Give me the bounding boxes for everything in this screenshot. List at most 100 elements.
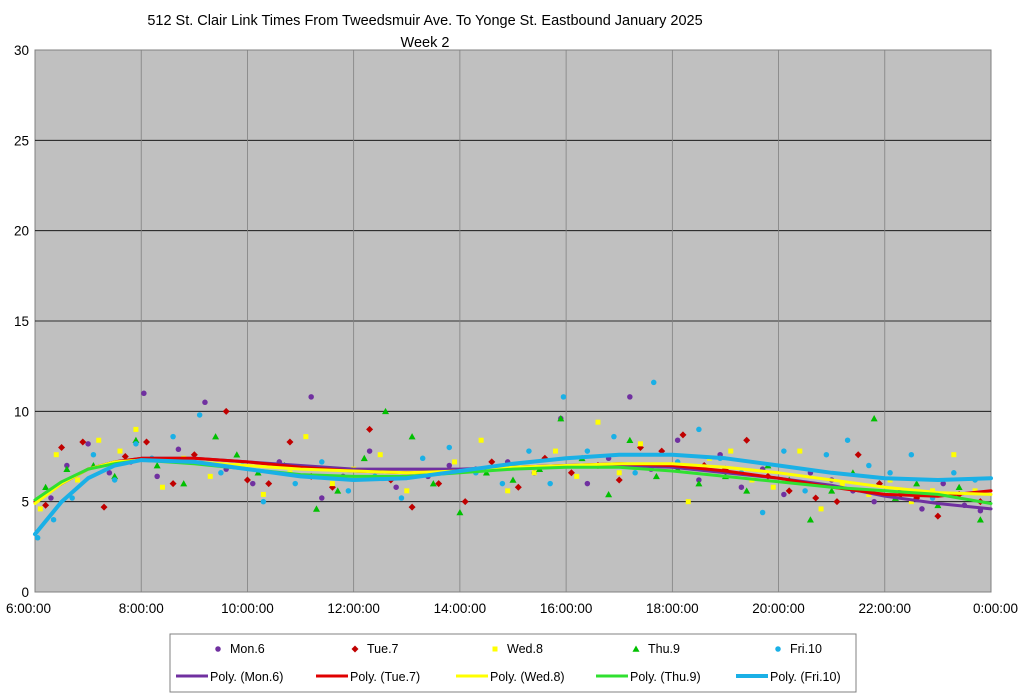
data-point-1 xyxy=(871,498,877,505)
data-point-4 xyxy=(63,465,71,472)
data-point-5 xyxy=(34,535,41,541)
data-point-3 xyxy=(404,488,410,494)
data-point-1 xyxy=(781,491,787,498)
data-point-2 xyxy=(366,425,374,433)
data-point-1 xyxy=(696,477,702,483)
data-point-2 xyxy=(243,476,251,484)
x-tick-label: 14:00:00 xyxy=(434,601,487,616)
data-point-5 xyxy=(887,470,893,476)
data-point-5 xyxy=(111,477,118,483)
data-point-2 xyxy=(833,498,841,506)
chart-subtitle: Week 2 xyxy=(401,35,450,51)
data-point-4 xyxy=(408,433,416,440)
legend-label: Poly. (Fri.10) xyxy=(770,670,841,684)
data-point-5 xyxy=(419,455,426,462)
data-point-4 xyxy=(743,487,751,494)
trendline-5 xyxy=(33,452,993,537)
data-point-4 xyxy=(870,415,878,422)
data-point-4 xyxy=(913,480,921,487)
data-point-4 xyxy=(312,505,320,512)
data-point-3 xyxy=(685,499,691,505)
data-point-4 xyxy=(652,472,660,480)
data-point-2 xyxy=(222,407,230,415)
trendlines xyxy=(33,452,993,537)
data-point-3 xyxy=(117,448,123,454)
x-tick-label: 12:00:00 xyxy=(327,601,380,616)
legend-marker xyxy=(492,646,498,652)
data-point-3 xyxy=(595,419,601,425)
y-tick-label: 25 xyxy=(14,133,29,148)
chart-title: 512 St. Clair Link Times From Tweedsmuir… xyxy=(147,13,702,29)
legend-marker xyxy=(351,645,359,653)
legend-label: Poly. (Mon.6) xyxy=(210,670,283,684)
x-tick-label: 8:00:00 xyxy=(119,601,164,616)
legend-label: Thu.9 xyxy=(648,642,680,656)
data-point-4 xyxy=(233,451,241,458)
data-point-3 xyxy=(728,448,734,454)
y-tick-label: 20 xyxy=(14,224,29,239)
data-point-5 xyxy=(584,448,591,454)
data-point-1 xyxy=(393,484,399,490)
data-point-5 xyxy=(133,441,139,447)
data-point-4 xyxy=(132,436,140,444)
data-point-1 xyxy=(64,462,70,469)
data-point-5 xyxy=(650,379,657,386)
x-tick-label: 20:00:00 xyxy=(752,601,805,616)
data-point-5 xyxy=(632,470,638,476)
data-point-3 xyxy=(908,499,914,505)
y-tick-label: 10 xyxy=(14,404,29,419)
y-axis-ticks: 0 5 10 15 20 25 30 xyxy=(14,43,29,600)
legend-box xyxy=(169,633,857,693)
data-point-3 xyxy=(452,459,458,465)
data-point-2 xyxy=(408,503,416,511)
data-point-1 xyxy=(202,399,208,406)
data-point-4 xyxy=(153,462,161,469)
data-point-4 xyxy=(976,516,984,523)
data-point-1 xyxy=(366,448,373,454)
data-point-4 xyxy=(212,433,220,440)
data-point-5 xyxy=(50,516,57,523)
data-point-2 xyxy=(934,512,942,520)
data-point-3 xyxy=(96,437,102,443)
legend-marker xyxy=(215,646,221,652)
y-tick-label: 0 xyxy=(21,585,29,600)
data-point-1 xyxy=(141,390,147,397)
data-point-1 xyxy=(154,473,160,480)
y-tick-label: 30 xyxy=(14,43,29,58)
legend-marker xyxy=(775,646,781,652)
x-tick-label: 6:00:00 xyxy=(6,601,51,616)
legend-label: Wed.8 xyxy=(507,642,543,656)
data-point-3 xyxy=(797,448,803,454)
data-point-5 xyxy=(696,426,702,433)
data-point-4 xyxy=(360,454,368,462)
data-point-3 xyxy=(770,484,776,490)
data-point-1 xyxy=(919,506,925,512)
data-point-1 xyxy=(674,437,681,443)
data-point-5 xyxy=(345,488,352,494)
legend-label: Poly. (Tue.7) xyxy=(350,670,420,684)
data-point-1 xyxy=(175,446,182,453)
data-point-1 xyxy=(319,495,325,501)
data-point-4 xyxy=(509,476,517,483)
data-point-3 xyxy=(637,441,643,447)
data-point-2 xyxy=(743,436,751,444)
data-point-1 xyxy=(308,394,314,400)
data-point-4 xyxy=(456,509,464,516)
data-point-5 xyxy=(69,495,75,501)
data-point-3 xyxy=(972,488,978,494)
data-point-2 xyxy=(121,453,129,460)
data-point-5 xyxy=(499,480,506,487)
data-point-1 xyxy=(627,394,633,400)
legend-label: Tue.7 xyxy=(367,642,399,656)
data-point-2 xyxy=(286,438,294,446)
data-point-4 xyxy=(180,480,188,487)
data-point-5 xyxy=(611,433,617,440)
data-point-1 xyxy=(85,441,91,447)
data-point-1 xyxy=(584,480,591,487)
data-point-5 xyxy=(218,470,224,476)
x-tick-label: 16:00:00 xyxy=(540,601,593,616)
data-point-3 xyxy=(37,506,43,512)
data-point-4 xyxy=(828,487,836,494)
data-point-1 xyxy=(738,484,745,490)
data-point-4 xyxy=(111,472,119,480)
